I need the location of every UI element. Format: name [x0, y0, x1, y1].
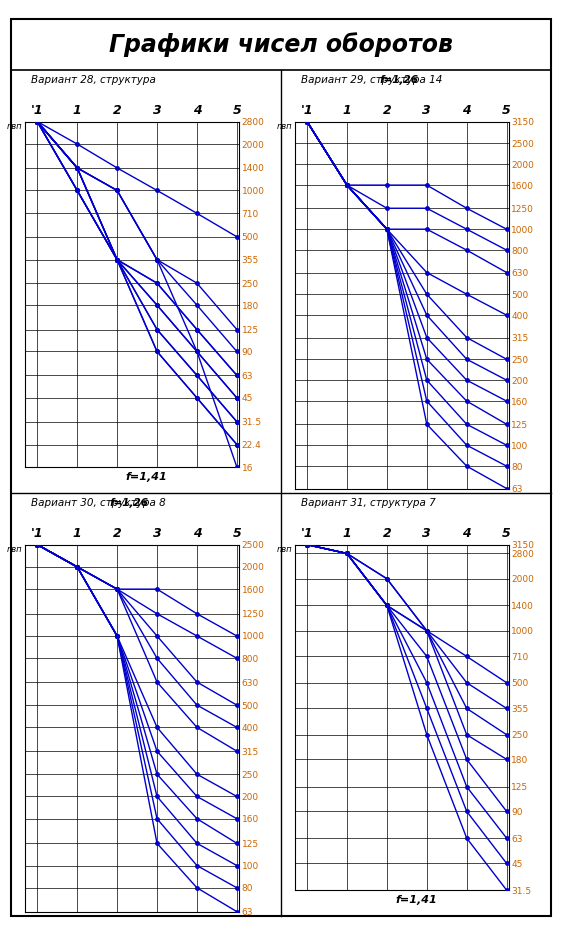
Text: f=1,26: f=1,26 — [379, 75, 418, 85]
Text: Вариант 30, структура 8: Вариант 30, структура 8 — [31, 497, 172, 508]
Text: nвп: nвп — [277, 544, 292, 554]
Text: nвп: nвп — [7, 544, 22, 554]
Text: Вариант 29, структура 14: Вариант 29, структура 14 — [301, 75, 448, 85]
Text: Вариант 31, структура 7: Вариант 31, структура 7 — [301, 497, 436, 508]
Text: Вариант 28, структура: Вариант 28, структура — [31, 75, 156, 85]
Text: f=1,26: f=1,26 — [110, 497, 148, 508]
Text: nвп: nвп — [7, 122, 22, 131]
Text: f=1,41: f=1,41 — [125, 471, 167, 482]
Text: Графики чисел оборотов: Графики чисел оборотов — [109, 32, 453, 57]
Text: nвп: nвп — [277, 122, 292, 131]
Text: f=1,41: f=1,41 — [395, 895, 437, 905]
